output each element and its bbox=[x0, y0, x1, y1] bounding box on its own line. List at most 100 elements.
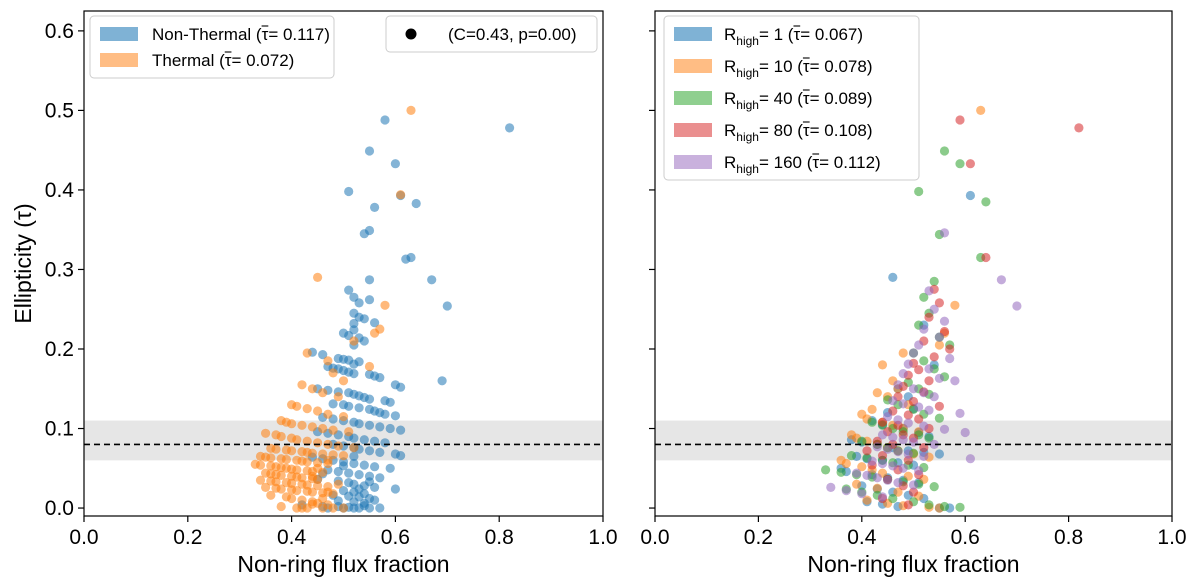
data-point-thermal bbox=[307, 384, 317, 394]
data-point-thermal bbox=[396, 190, 406, 200]
data-point-r-high-160 bbox=[903, 359, 913, 369]
legend-swatch bbox=[100, 53, 138, 67]
legend-label-base: R bbox=[724, 153, 736, 172]
data-point-r-high-160 bbox=[826, 482, 836, 492]
data-point-r-high-10 bbox=[867, 404, 877, 414]
data-point-non-thermal bbox=[344, 186, 354, 197]
data-point-non-thermal bbox=[344, 491, 354, 501]
data-point-non-thermal bbox=[396, 425, 406, 435]
data-point-non-thermal bbox=[354, 484, 364, 494]
data-point-r-high-80 bbox=[955, 115, 965, 125]
left-scatter-points bbox=[250, 105, 515, 513]
data-point-r-high-160 bbox=[924, 405, 934, 415]
data-point-non-thermal bbox=[375, 447, 385, 457]
data-point-thermal bbox=[276, 431, 286, 442]
data-point-thermal bbox=[255, 460, 266, 470]
data-point-thermal bbox=[338, 376, 349, 386]
data-point-r-high-160 bbox=[888, 396, 898, 406]
data-point-thermal bbox=[333, 479, 343, 489]
legend-swatch bbox=[674, 59, 712, 73]
data-point-non-thermal bbox=[427, 275, 437, 285]
right-axes-frame bbox=[654, 10, 1173, 517]
data-point-r-high-80 bbox=[924, 312, 934, 322]
data-point-thermal bbox=[313, 463, 323, 473]
data-point-r-high-10 bbox=[893, 487, 903, 497]
legend-label-base: R bbox=[724, 121, 736, 140]
x-tick-label: 0.2 bbox=[744, 526, 773, 549]
data-point-thermal bbox=[287, 478, 297, 488]
data-point-non-thermal bbox=[359, 229, 369, 239]
data-point-non-thermal bbox=[333, 496, 343, 506]
data-point-r-high-40 bbox=[939, 146, 950, 156]
data-point-thermal bbox=[307, 448, 317, 458]
data-point-r-high-40 bbox=[924, 500, 934, 510]
data-point-r-high-10 bbox=[934, 340, 945, 350]
data-point-r-high-80 bbox=[914, 414, 924, 424]
data-point-non-thermal bbox=[370, 202, 380, 212]
data-point-r-high-40 bbox=[821, 465, 831, 475]
data-point-r-high-160 bbox=[919, 388, 929, 398]
data-point-non-thermal bbox=[390, 159, 400, 169]
legend-tau-symbol: τ bbox=[803, 57, 810, 76]
data-point-thermal bbox=[318, 503, 328, 513]
data-point-non-thermal bbox=[338, 461, 349, 471]
data-point-thermal bbox=[297, 420, 307, 430]
data-point-non-thermal bbox=[344, 285, 354, 295]
data-point-r-high-160 bbox=[883, 475, 893, 485]
data-point-r-high-160 bbox=[908, 480, 919, 490]
data-point-thermal bbox=[406, 105, 416, 115]
data-point-non-thermal bbox=[375, 373, 385, 383]
legend-label-prefix: = 40 ( bbox=[759, 89, 803, 108]
data-point-r-high-160 bbox=[955, 408, 965, 418]
data-point-r-high-160 bbox=[924, 364, 934, 374]
data-point-non-thermal bbox=[349, 433, 359, 443]
data-point-r-high-160 bbox=[877, 492, 888, 502]
data-point-r-high-160 bbox=[908, 384, 919, 394]
x-tick-label: 0.6 bbox=[951, 526, 980, 549]
data-point-non-thermal bbox=[344, 468, 354, 478]
data-point-non-thermal bbox=[364, 275, 375, 285]
data-point-thermal bbox=[307, 499, 317, 509]
data-point-thermal bbox=[380, 300, 390, 310]
data-point-non-thermal bbox=[375, 503, 385, 513]
data-point-thermal bbox=[318, 423, 328, 434]
left-panel: 0.0 0.2 0.4 0.6 0.8 1.00.00.10.20.30.40.50.6N… bbox=[10, 10, 618, 577]
data-point-r-high-160 bbox=[872, 473, 882, 483]
data-point-thermal bbox=[318, 449, 328, 459]
data-point-r-high-40 bbox=[846, 451, 857, 461]
data-point-non-thermal bbox=[396, 382, 406, 392]
data-point-thermal bbox=[323, 487, 333, 497]
legend-label-base: R bbox=[724, 89, 736, 108]
legend-label-prefix: = 80 ( bbox=[759, 121, 803, 140]
data-point-r-high-160 bbox=[903, 449, 913, 459]
legend-tau-symbol: τ bbox=[262, 25, 269, 44]
data-point-non-thermal bbox=[364, 295, 375, 305]
data-point-r-high-1 bbox=[934, 449, 945, 459]
legend-swatch bbox=[100, 27, 138, 41]
x-tick-label: 0.6 bbox=[381, 526, 410, 549]
data-point-non-thermal bbox=[359, 435, 369, 445]
data-point-r-high-80 bbox=[934, 401, 945, 411]
data-point-thermal bbox=[313, 481, 323, 491]
data-point-r-high-160 bbox=[939, 228, 950, 238]
data-point-r-high-80 bbox=[919, 443, 929, 453]
data-point-r-high-80 bbox=[877, 451, 888, 461]
data-point-thermal bbox=[276, 501, 286, 512]
legend-label-value: = 0.078) bbox=[810, 57, 873, 76]
data-point-r-high-160 bbox=[939, 316, 950, 326]
data-point-r-high-160 bbox=[914, 402, 924, 412]
data-point-thermal bbox=[302, 457, 312, 467]
y-tick-label: 0.2 bbox=[45, 338, 74, 361]
data-point-r-high-10 bbox=[872, 483, 882, 493]
data-point-non-thermal bbox=[359, 336, 369, 346]
data-point-r-high-160 bbox=[934, 373, 945, 383]
data-point-non-thermal bbox=[370, 462, 380, 472]
right-x-axis-title: Non-ring flux fraction bbox=[807, 551, 1019, 577]
data-point-thermal bbox=[338, 451, 349, 461]
data-point-r-high-160 bbox=[877, 430, 888, 440]
data-point-r-high-160 bbox=[893, 447, 903, 457]
data-point-r-high-160 bbox=[898, 463, 908, 473]
data-point-r-high-80 bbox=[965, 159, 976, 169]
data-point-r-high-40 bbox=[919, 356, 929, 366]
data-point-r-high-160 bbox=[883, 412, 893, 422]
